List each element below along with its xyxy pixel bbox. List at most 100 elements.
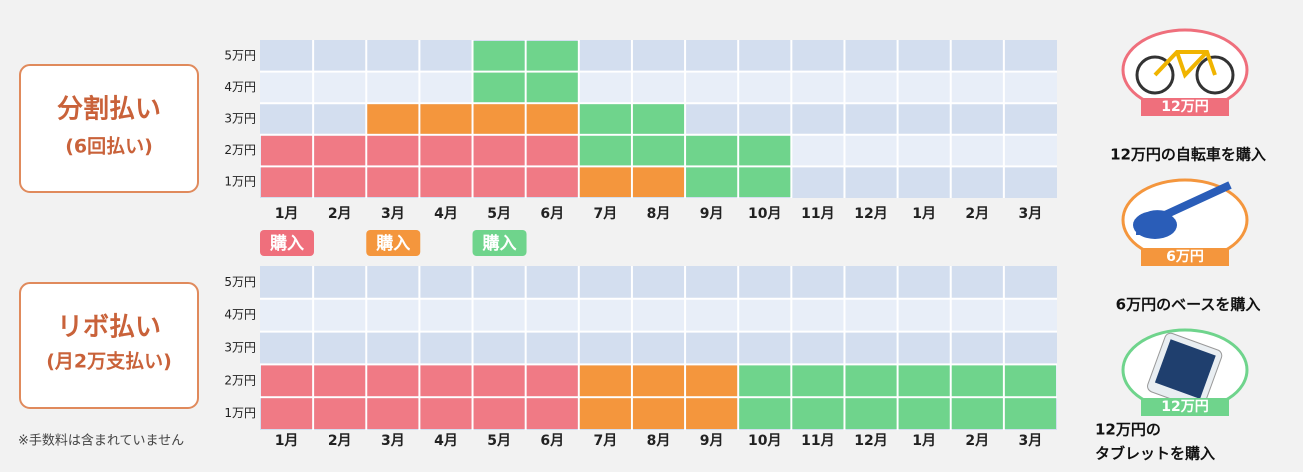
payment-cell xyxy=(739,365,790,396)
month-label: 10月 xyxy=(748,206,781,222)
product-caption: タブレットを購入 xyxy=(1095,445,1215,463)
row-band xyxy=(260,299,1057,332)
month-label: 1月 xyxy=(275,206,299,222)
payment-cell xyxy=(633,104,684,134)
payment-cell xyxy=(580,167,631,197)
month-label: 11月 xyxy=(801,433,834,449)
row-band xyxy=(260,72,1057,104)
row-band xyxy=(260,40,1057,72)
payment-cell xyxy=(474,365,525,396)
month-label: 6月 xyxy=(540,433,564,449)
payment-cell xyxy=(633,167,684,197)
price-label: 6万円 xyxy=(1166,249,1204,265)
row-label: 5万円 xyxy=(224,48,256,62)
row-label: 1万円 xyxy=(224,406,256,420)
payment-cell xyxy=(420,398,471,429)
payment-cell xyxy=(527,73,578,103)
payment-cell xyxy=(314,167,365,197)
month-label: 2月 xyxy=(328,433,352,449)
row-label: 4万円 xyxy=(224,308,256,322)
payment-cell xyxy=(739,167,790,197)
payment-cell xyxy=(845,365,896,396)
price-label: 12万円 xyxy=(1161,399,1208,415)
month-label: 7月 xyxy=(593,206,617,222)
page: 分割払い (6回払い) リボ払い (月2万支払い) ※手数料は含まれていません … xyxy=(0,0,1303,472)
month-label: 8月 xyxy=(647,206,671,222)
payment-cell xyxy=(739,136,790,166)
payment-cell xyxy=(1005,398,1056,429)
payment-cell xyxy=(314,398,365,429)
month-label: 2月 xyxy=(965,206,989,222)
payment-cell xyxy=(527,167,578,197)
plan-title: 分割払い xyxy=(57,94,161,125)
payment-cell xyxy=(474,136,525,166)
payment-cell xyxy=(420,167,471,197)
month-label: 10月 xyxy=(748,433,781,449)
payment-cell xyxy=(367,167,418,197)
month-label: 12月 xyxy=(854,433,887,449)
product-caption: 12万円の自転車を購入 xyxy=(1110,146,1266,164)
month-label: 1月 xyxy=(912,206,936,222)
payment-cell xyxy=(367,104,418,134)
payment-cell xyxy=(686,167,737,197)
product-caption: 6万円のベースを購入 xyxy=(1116,296,1261,314)
payment-cell xyxy=(899,398,950,429)
payment-cell xyxy=(527,41,578,71)
month-label: 11月 xyxy=(801,206,834,222)
month-label: 8月 xyxy=(647,433,671,449)
payment-cell xyxy=(952,365,1003,396)
plan-subtitle: (月2万支払い) xyxy=(46,351,172,373)
product-caption: 12万円の xyxy=(1095,421,1161,439)
plan-box xyxy=(20,65,198,192)
month-label: 4月 xyxy=(434,206,458,222)
payment-cell xyxy=(527,104,578,134)
month-label: 3月 xyxy=(381,206,405,222)
plan-subtitle: (6回払い) xyxy=(65,136,153,158)
payment-cell xyxy=(739,398,790,429)
month-label: 3月 xyxy=(1019,433,1043,449)
payment-cell xyxy=(261,136,312,166)
payment-cell xyxy=(580,104,631,134)
payment-cell xyxy=(686,398,737,429)
month-label: 9月 xyxy=(700,206,724,222)
payment-cell xyxy=(792,398,843,429)
plan-title: リボ払い xyxy=(57,313,161,343)
payment-cell xyxy=(474,167,525,197)
payment-cell xyxy=(367,365,418,396)
purchase-label: 購入 xyxy=(270,233,304,254)
month-label: 7月 xyxy=(593,433,617,449)
payment-cell xyxy=(633,365,684,396)
payment-cell xyxy=(367,136,418,166)
payment-cell xyxy=(580,136,631,166)
payment-cell xyxy=(261,398,312,429)
month-label: 2月 xyxy=(965,433,989,449)
payment-cell xyxy=(420,136,471,166)
month-label: 9月 xyxy=(700,433,724,449)
purchase-label: 購入 xyxy=(376,233,410,254)
payment-cell xyxy=(633,398,684,429)
row-label: 3万円 xyxy=(224,112,256,126)
month-label: 3月 xyxy=(1019,206,1043,222)
month-label: 3月 xyxy=(381,433,405,449)
month-label: 1月 xyxy=(275,433,299,449)
month-label: 4月 xyxy=(434,433,458,449)
payment-cell xyxy=(1005,365,1056,396)
payment-cell xyxy=(420,365,471,396)
row-label: 4万円 xyxy=(224,80,256,94)
payment-cell xyxy=(580,365,631,396)
payment-cell xyxy=(952,398,1003,429)
payment-cell xyxy=(314,136,365,166)
row-label: 1万円 xyxy=(224,175,256,189)
row-band xyxy=(260,266,1057,299)
month-label: 5月 xyxy=(487,206,511,222)
month-label: 6月 xyxy=(540,206,564,222)
row-label: 5万円 xyxy=(224,275,256,289)
month-label: 2月 xyxy=(328,206,352,222)
payment-cell xyxy=(367,398,418,429)
payment-cell xyxy=(474,73,525,103)
row-label: 2万円 xyxy=(224,143,256,157)
diagram: 分割払い (6回払い) リボ払い (月2万支払い) ※手数料は含まれていません … xyxy=(0,0,1303,472)
payment-cell xyxy=(314,365,365,396)
row-label: 2万円 xyxy=(224,373,256,387)
icon xyxy=(1133,211,1177,239)
